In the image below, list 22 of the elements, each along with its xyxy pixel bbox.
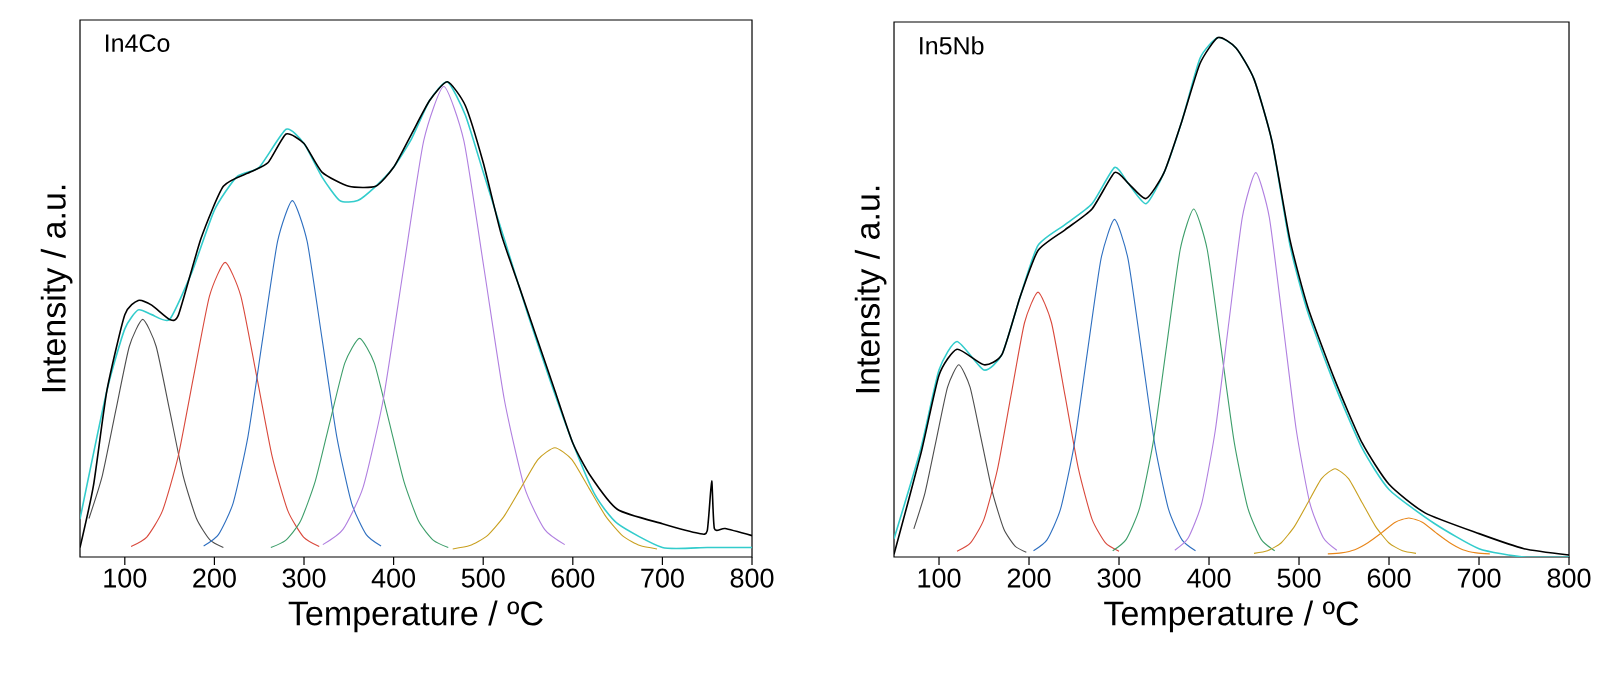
- x-tick-label: 400: [371, 568, 416, 588]
- x-tick-label: 500: [461, 568, 505, 588]
- chart-title: In5Nb: [920, 36, 984, 55]
- x-tick-label: 300: [282, 568, 326, 588]
- x-tick-label: 200: [1007, 568, 1051, 588]
- x-tick-label: 600: [551, 568, 595, 588]
- x-tick-label: 300: [1097, 568, 1141, 588]
- x-tick-label: 100: [918, 568, 961, 588]
- x-tick-label: 500: [1277, 568, 1321, 588]
- x-tick-label: 200: [193, 568, 236, 588]
- x-tick-label: 800: [730, 568, 774, 588]
- x-tick-label: 800: [1547, 568, 1591, 588]
- x-tick-label: 700: [641, 568, 684, 588]
- y-axis-title: Intensity / a.u.: [854, 186, 887, 393]
- x-tick-label: 700: [1457, 568, 1501, 588]
- x-tick-label: 400: [1187, 568, 1231, 588]
- chart-title: In4Co: [106, 34, 170, 52]
- y-axis-title: Intensity / a.u.: [40, 185, 73, 392]
- x-tick-label: 600: [1367, 568, 1411, 588]
- x-tick-label: 100: [104, 568, 147, 588]
- x-axis-title: Temperature / ºC: [1104, 600, 1359, 633]
- x-axis-title: Temperature / ºC: [288, 600, 543, 633]
